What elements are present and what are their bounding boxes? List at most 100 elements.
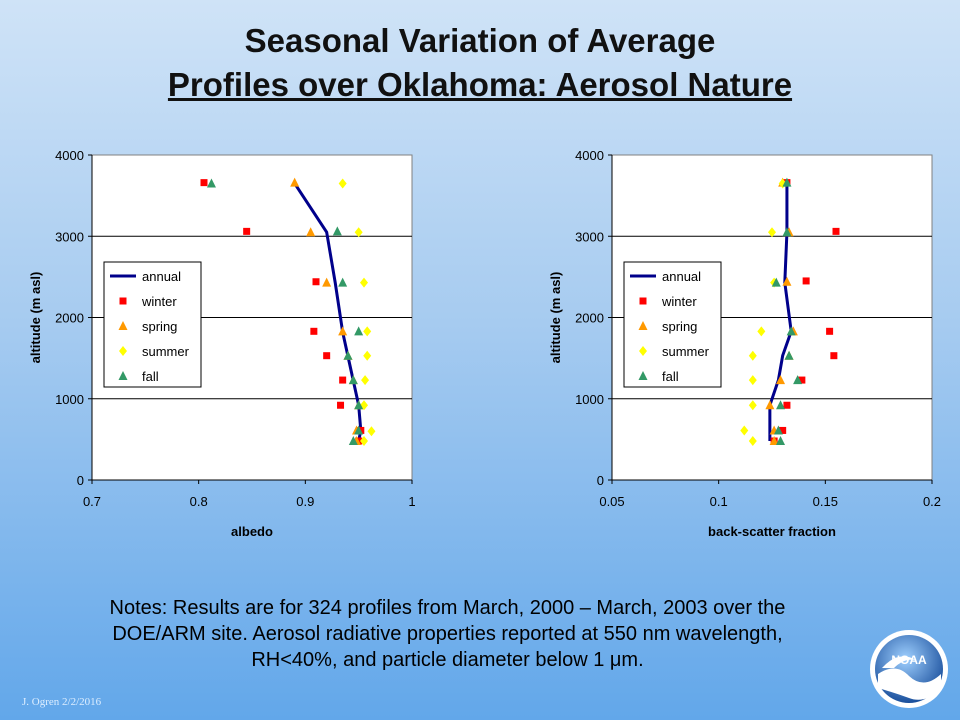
point-fall (348, 436, 358, 445)
y-tick-label: 4000 (55, 148, 84, 163)
x-tick-label: 0.9 (296, 494, 314, 509)
x-axis-label: back-scatter fraction (708, 524, 836, 539)
point-fall (782, 227, 792, 237)
point-summer (748, 400, 757, 411)
point-spring (776, 375, 786, 385)
point-winter (830, 352, 838, 360)
point-spring (290, 177, 300, 187)
point-winter (323, 352, 331, 360)
point-summer (361, 375, 370, 386)
noaa-logo-text: NOAA (891, 653, 927, 667)
series-line-annual (768, 183, 793, 441)
point-fall (338, 277, 348, 287)
point-fall (773, 425, 783, 435)
point-fall (354, 425, 364, 435)
point-fall (771, 277, 781, 287)
legend-box (103, 261, 202, 388)
x-tick-label: 0.15 (813, 494, 838, 509)
x-tick-label: 0.05 (599, 494, 624, 509)
legend-swatch-winter (119, 297, 127, 305)
point-summer (338, 178, 347, 189)
legend-label-spring: spring (662, 319, 697, 334)
point-winter (826, 327, 834, 335)
point-winter (312, 278, 320, 286)
point-fall (354, 326, 364, 336)
point-winter (832, 227, 840, 235)
point-summer (363, 326, 372, 337)
point-summer (740, 425, 749, 436)
notes-line-2: DOE/ARM site. Aerosol radiative properti… (112, 623, 783, 645)
series-summer (338, 178, 376, 446)
y-tick-label: 2000 (55, 311, 84, 326)
series-summer (740, 178, 787, 446)
point-winter (310, 327, 318, 335)
point-summer (363, 350, 372, 361)
footer-author-date: J. Ogren 2/2/2016 (22, 696, 102, 708)
point-summer (367, 426, 376, 437)
micrometer-unit: μm. (609, 649, 644, 671)
point-winter (339, 376, 347, 384)
legend-label-fall: fall (142, 369, 159, 384)
point-winter (779, 426, 787, 434)
legend-label-winter: winter (141, 294, 177, 309)
point-fall (786, 326, 796, 336)
point-winter (337, 401, 345, 409)
x-tick-label: 0.2 (923, 494, 941, 509)
point-summer (748, 375, 757, 386)
point-fall (343, 350, 353, 360)
x-tick-label: 0.8 (190, 494, 208, 509)
y-tick-label: 3000 (55, 229, 84, 244)
point-fall (348, 375, 358, 385)
notes-text: Notes: Results are for 324 profiles from… (20, 595, 875, 673)
point-fall (332, 226, 342, 236)
point-winter (243, 227, 251, 235)
notes-line-3-text: RH<40%, and particle diameter below 1 (251, 649, 610, 671)
point-winter (802, 277, 810, 285)
point-winter (798, 376, 806, 384)
y-tick-label: 3000 (575, 229, 604, 244)
x-axis-label: albedo (231, 524, 273, 539)
point-fall (206, 178, 216, 188)
series-fall (206, 178, 364, 445)
legend-label-summer: summer (662, 344, 710, 359)
legend-swatch-fall (118, 371, 128, 380)
noaa-logo: NOAA (870, 630, 948, 708)
albedo-profile-chart: 0 1000 2000 3000 4000 0.7 0.8 0.9 1 albedo altitud… (28, 148, 416, 539)
legend-swatch-summer (639, 346, 647, 356)
point-summer (360, 436, 368, 446)
y-tick-label: 1000 (55, 392, 84, 407)
point-summer (748, 436, 757, 446)
point-spring (306, 227, 316, 237)
x-tick-label: 0.1 (710, 494, 728, 509)
y-tick-label: 4000 (575, 148, 604, 163)
point-spring (769, 436, 779, 445)
legend-box (623, 261, 722, 388)
backscatter-profile-chart: 0 1000 2000 3000 4000 0.05 0.1 0.15 0.2 back-scat… (548, 148, 941, 539)
point-summer (748, 350, 757, 361)
y-tick-label: 1000 (575, 392, 604, 407)
slide-title-line1: Seasonal Variation of Average (244, 22, 716, 59)
legend-label-annual: annual (142, 269, 181, 284)
point-spring (765, 400, 775, 410)
x-tick-label: 1 (408, 494, 415, 509)
legend-label-summer: summer (142, 344, 190, 359)
point-winter (783, 401, 791, 409)
point-summer (778, 178, 787, 189)
point-summer (360, 277, 368, 288)
legend-label-spring: spring (142, 319, 177, 334)
point-fall (776, 436, 786, 445)
legend-swatch-summer (119, 346, 127, 356)
point-winter (200, 179, 208, 187)
legend-swatch-winter (639, 297, 647, 305)
point-fall (793, 375, 803, 385)
y-tick-label: 0 (77, 473, 84, 488)
point-summer (354, 227, 363, 238)
point-spring (782, 276, 792, 286)
y-axis-label: altitude (m asl) (548, 272, 563, 364)
slide-title-line2: Profiles over Oklahoma: Aerosol Nature (167, 66, 793, 103)
y-tick-label: 0 (597, 473, 604, 488)
point-summer (757, 326, 766, 337)
point-fall (782, 177, 792, 187)
legend-swatch-spring (638, 321, 648, 330)
y-axis-label: altitude (m asl) (28, 272, 43, 364)
